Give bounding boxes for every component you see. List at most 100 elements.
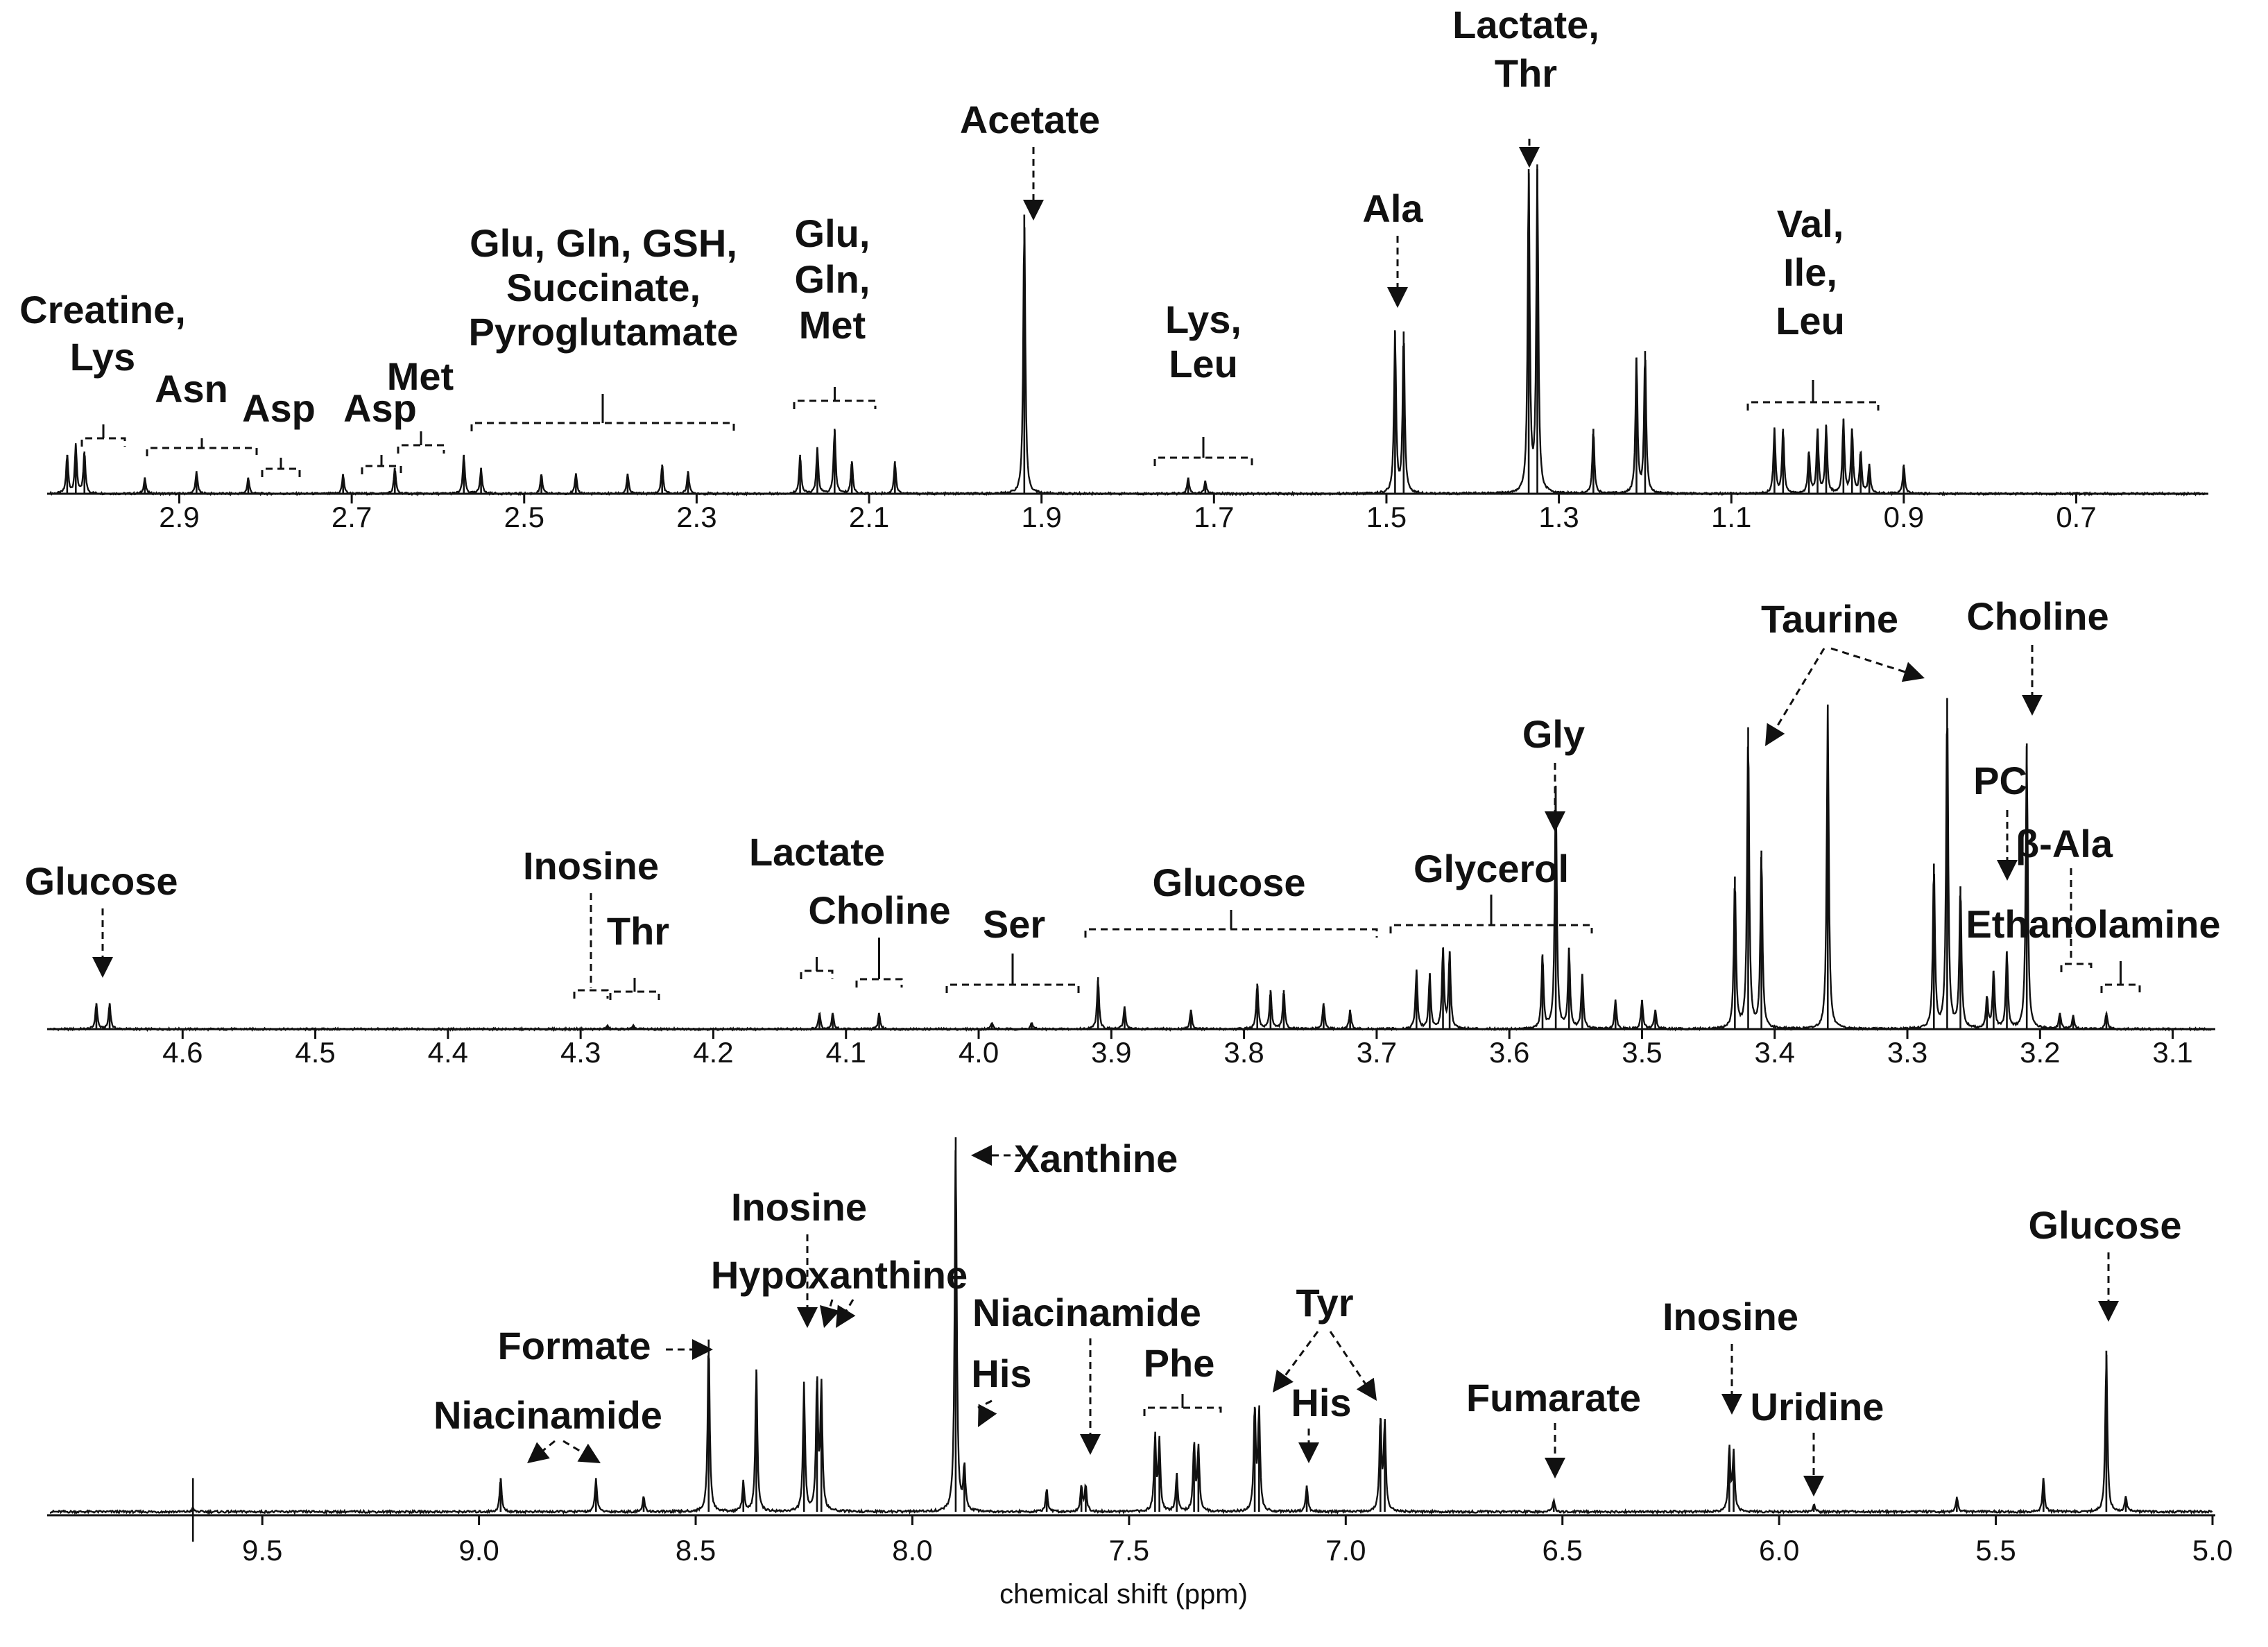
annotation-label: Succinate, xyxy=(506,266,701,309)
peak-annotation: Thr xyxy=(607,909,669,1000)
annotation-bracket xyxy=(1143,1406,1222,1416)
x-tick-label: 7.5 xyxy=(1109,1534,1149,1567)
x-tick-label: 0.7 xyxy=(2056,501,2096,533)
x-tick-label: 2.7 xyxy=(332,501,372,533)
x-tick-label: 4.3 xyxy=(560,1036,601,1069)
peak-annotation: His xyxy=(1291,1381,1352,1463)
annotation-bracket xyxy=(146,447,258,456)
annotation-bracket xyxy=(855,978,903,988)
annotation-label: Inosine xyxy=(1663,1295,1798,1338)
arrow-head xyxy=(692,1339,713,1360)
peak-annotation: Ala xyxy=(1362,187,1423,308)
annotation-label: Met xyxy=(799,303,866,347)
x-tick-label: 4.1 xyxy=(826,1036,866,1069)
arrow-head xyxy=(820,1304,840,1328)
annotation-label: Xanthine xyxy=(1014,1137,1178,1180)
peak-annotation: Met xyxy=(387,354,454,454)
x-tick-label: 1.3 xyxy=(1538,501,1579,533)
x-tick-label: 5.5 xyxy=(1975,1534,2016,1567)
annotation-label: Leu xyxy=(1169,342,1238,386)
x-tick-label: 4.2 xyxy=(693,1036,733,1069)
x-tick-label: 6.0 xyxy=(1759,1534,1799,1567)
annotation-label: Fumarate xyxy=(1466,1376,1641,1420)
peak-annotation: Ser xyxy=(945,902,1080,993)
peak-annotation: Niacinamide xyxy=(433,1393,662,1463)
arrow-head xyxy=(1387,287,1408,308)
annotation-bracket xyxy=(1746,401,1880,411)
annotation-leader xyxy=(562,1440,585,1455)
peak-annotation: Phe xyxy=(1143,1341,1222,1416)
annotation-bracket xyxy=(1389,924,1593,933)
peak-annotation: Asn xyxy=(146,367,258,456)
peak-annotation: Fumarate xyxy=(1466,1376,1641,1478)
annotation-label: His xyxy=(971,1352,1031,1395)
x-tick-label: 4.0 xyxy=(959,1036,999,1069)
x-tick-label: 1.7 xyxy=(1194,501,1234,533)
arrow-head xyxy=(1721,1394,1742,1415)
annotation-label: Gln, xyxy=(795,257,870,301)
annotation-label: Glucose xyxy=(25,859,178,903)
annotation-label: Lys, xyxy=(1165,298,1242,341)
arrow-head xyxy=(836,1304,856,1328)
annotation-label: Ser xyxy=(983,902,1045,946)
annotation-label: Inosine xyxy=(523,844,659,888)
annotation-label: Creatine, xyxy=(19,288,186,331)
annotation-bracket xyxy=(573,989,609,999)
peak-annotation: Glycerol xyxy=(1389,847,1593,933)
x-tick-label: 3.1 xyxy=(2152,1036,2192,1069)
x-tick-label: 8.0 xyxy=(892,1534,932,1567)
x-tick-label: 2.1 xyxy=(849,501,889,533)
annotation-leader xyxy=(1329,1331,1367,1386)
x-tick-label: 9.0 xyxy=(458,1534,499,1567)
annotation-label: Glycerol xyxy=(1414,847,1569,890)
peak-annotation: Choline xyxy=(1966,594,2109,716)
peak-annotation: Lactate, Thr xyxy=(1452,3,1599,168)
peak-annotation: Glu,Gln,Met xyxy=(793,212,877,409)
annotation-label: Phe xyxy=(1144,1341,1215,1385)
annotation-bracket xyxy=(1153,456,1253,466)
peak-annotation: Inosine xyxy=(731,1185,867,1328)
annotation-label: Ala xyxy=(1362,187,1423,230)
peak-annotation: Xanthine xyxy=(971,1137,1178,1180)
x-tick-label: 1.1 xyxy=(1711,501,1751,533)
annotation-leader xyxy=(541,1440,556,1452)
x-tick-label: 3.4 xyxy=(1755,1036,1795,1069)
arrow-head xyxy=(1023,200,1044,221)
arrow-head xyxy=(797,1307,818,1328)
annotation-label: Leu xyxy=(1776,299,1845,343)
annotation-label: Asp xyxy=(343,386,417,430)
peak-annotation: Lys,Leu xyxy=(1153,298,1253,466)
x-tick-label: 2.9 xyxy=(159,501,199,533)
peak-annotation: Gly xyxy=(1522,712,1585,832)
annotation-label: Acetate xyxy=(960,98,1100,141)
annotation-bracket xyxy=(470,422,735,431)
annotation-label: Gly xyxy=(1522,712,1585,756)
annotation-bracket xyxy=(609,990,660,1000)
annotation-label: Choline xyxy=(1966,594,2108,638)
x-tick-label: 3.5 xyxy=(1622,1036,1662,1069)
x-tick-label: 7.0 xyxy=(1325,1534,1366,1567)
annotation-label: Glu, Gln, GSH, xyxy=(470,221,737,265)
spectrum-panel-top: 2.9 2.7 2.5 2.3 2.1 1.9 1.7 1.5 1.3 1.1 0.9 0.7 Acet… xyxy=(19,3,2208,533)
x-tick-label: 1.9 xyxy=(1021,501,1061,533)
annotation-label: Uridine xyxy=(1751,1385,1884,1429)
peak-annotation: Glu, Gln, GSH,Succinate,Pyroglutamate xyxy=(469,221,739,431)
peak-annotation: Glucose xyxy=(1084,861,1378,938)
arrow-head xyxy=(1545,1458,1565,1478)
annotation-label: Tyr xyxy=(1296,1281,1354,1325)
x-tick-label: 5.0 xyxy=(2192,1534,2233,1567)
annotation-label: Niacinamide xyxy=(433,1393,662,1437)
x-axis-title: chemical shift (ppm) xyxy=(999,1579,1248,1610)
x-tick-label: 3.8 xyxy=(1223,1036,1264,1069)
annotation-label: Formate xyxy=(498,1324,651,1368)
arrow-head xyxy=(1298,1442,1319,1463)
arrow-head xyxy=(2022,695,2043,716)
annotation-bracket xyxy=(793,399,877,409)
peak-annotation: Asp xyxy=(242,386,316,477)
annotation-label: Lactate xyxy=(749,830,885,874)
annotation-label: Taurine xyxy=(1761,597,1898,641)
peak-annotation: Uridine xyxy=(1751,1385,1884,1497)
peak-annotation: Acetate xyxy=(960,98,1100,221)
spectrum-trace-top xyxy=(49,164,2206,497)
